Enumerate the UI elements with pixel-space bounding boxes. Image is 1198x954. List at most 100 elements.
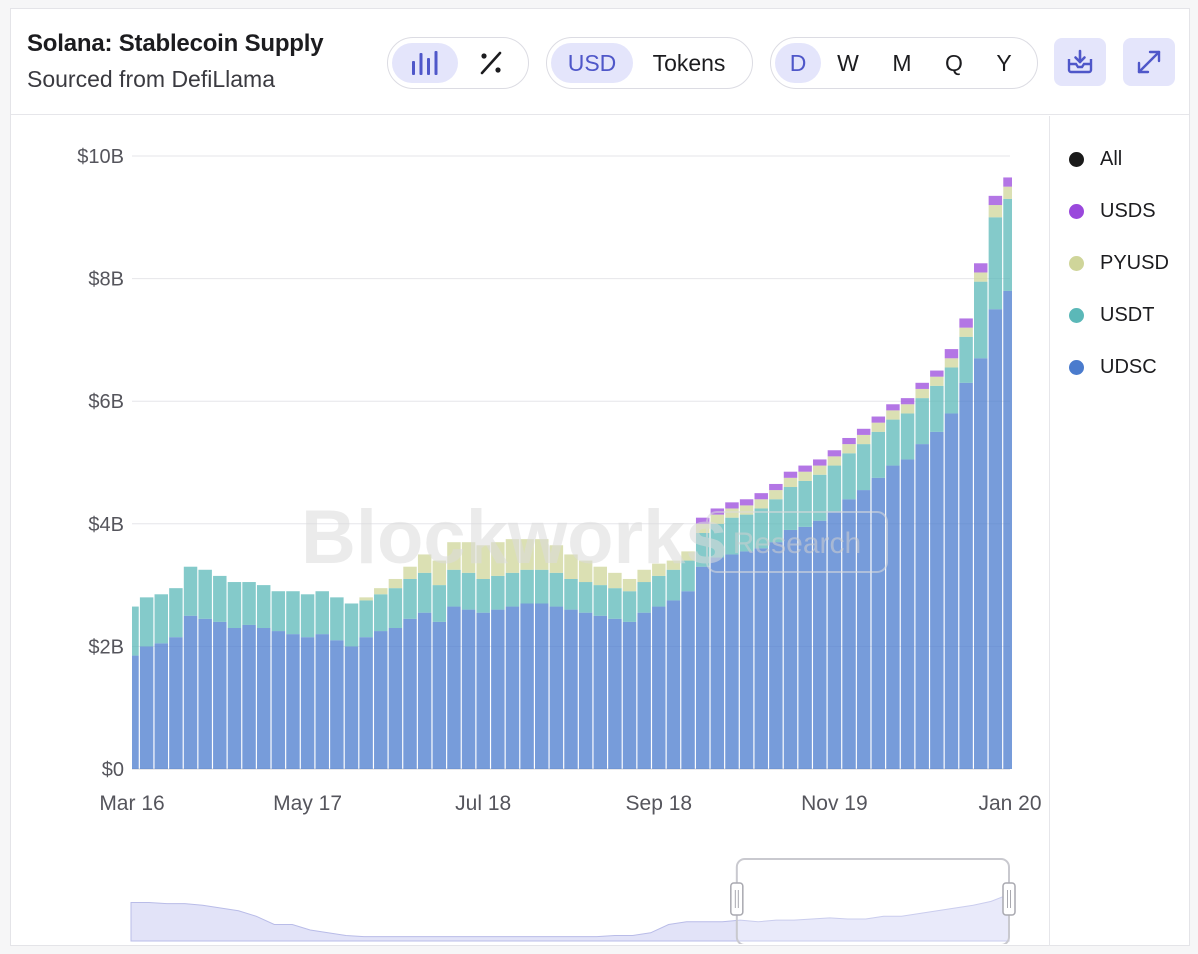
bar-stack[interactable] xyxy=(974,263,988,769)
unit-usd-button[interactable]: USD xyxy=(551,43,633,83)
bar-stack[interactable] xyxy=(930,370,944,769)
navigator-handle-right[interactable] xyxy=(1002,882,1016,916)
bar-stack[interactable] xyxy=(242,582,256,769)
bar-stack[interactable] xyxy=(915,382,929,769)
bar-stack[interactable] xyxy=(959,318,973,769)
legend-item-usds[interactable]: USDS xyxy=(1069,185,1169,237)
bar-segment-usdt xyxy=(535,569,549,604)
bar-segment-usdt xyxy=(417,572,432,613)
bar-stack[interactable] xyxy=(754,493,768,769)
bar-stack[interactable] xyxy=(256,585,271,769)
legend-item-usdt[interactable]: USDT xyxy=(1069,289,1169,341)
bar-stack[interactable] xyxy=(813,459,827,769)
bar-stack[interactable] xyxy=(549,545,564,769)
bar-stack[interactable] xyxy=(798,465,812,769)
bar-stack[interactable] xyxy=(725,502,739,769)
percent-button[interactable] xyxy=(458,43,524,83)
bar-stack[interactable] xyxy=(132,606,139,769)
bar-stack[interactable] xyxy=(827,450,842,769)
navigator-handle-left[interactable] xyxy=(730,882,744,916)
legend-item-all[interactable]: All xyxy=(1069,133,1169,185)
bar-segment-udsc xyxy=(754,548,768,769)
bar-stack[interactable] xyxy=(286,591,300,769)
bar-stack[interactable] xyxy=(681,551,695,769)
bar-stack[interactable] xyxy=(344,603,359,769)
bar-segment-udsc xyxy=(637,612,651,769)
bar-segment-udsc xyxy=(227,628,242,769)
bar-stack[interactable] xyxy=(359,597,373,769)
bar-stack[interactable] xyxy=(593,566,607,769)
bar-stack[interactable] xyxy=(652,563,666,769)
range-navigator[interactable] xyxy=(130,858,1016,944)
bar-stack[interactable] xyxy=(608,572,622,769)
bar-stack[interactable] xyxy=(871,416,886,769)
chart-title: Solana: Stablecoin Supply xyxy=(27,30,324,57)
bar-stack[interactable] xyxy=(491,542,505,769)
bar-stack[interactable] xyxy=(183,566,198,769)
bar-segment-pyusd xyxy=(930,376,944,386)
bar-stack[interactable] xyxy=(886,404,900,769)
bar-stack[interactable] xyxy=(330,597,344,769)
legend-item-pyusd[interactable]: PYUSD xyxy=(1069,237,1169,289)
legend-item-udsc[interactable]: UDSC xyxy=(1069,341,1169,393)
bar-stack[interactable] xyxy=(154,594,168,769)
bar-segment-usdt xyxy=(666,569,681,601)
bar-stack[interactable] xyxy=(432,560,447,769)
bar-segment-udsc xyxy=(783,529,798,769)
period-d-button[interactable]: D xyxy=(775,43,821,83)
period-y-button[interactable]: Y xyxy=(996,49,1012,76)
bar-stack[interactable] xyxy=(578,560,593,769)
bar-segment-usdt xyxy=(198,569,212,619)
bar-segment-usds xyxy=(930,370,944,377)
bar-stack[interactable] xyxy=(637,569,651,769)
bar-stack[interactable] xyxy=(198,569,212,769)
bar-stack[interactable] xyxy=(1003,177,1012,769)
bar-stack[interactable] xyxy=(622,578,637,769)
bar-stack[interactable] xyxy=(988,195,1003,769)
bar-stack[interactable] xyxy=(900,398,915,769)
bar-segment-usdt xyxy=(344,603,359,647)
bar-stack[interactable] xyxy=(769,483,783,769)
bar-stack[interactable] xyxy=(666,560,681,769)
bar-segment-udsc xyxy=(461,609,476,769)
bar-segment-usdt xyxy=(447,569,461,607)
bar-stack[interactable] xyxy=(461,542,476,769)
unit-tokens-button[interactable]: Tokens xyxy=(652,49,726,76)
bar-stack[interactable] xyxy=(139,597,154,769)
y-tick-label: $2B xyxy=(88,636,124,658)
bar-stack[interactable] xyxy=(739,499,754,769)
bar-stack[interactable] xyxy=(300,594,315,769)
bar-stack[interactable] xyxy=(417,554,432,769)
bar-stack[interactable] xyxy=(315,591,329,769)
bar-stack[interactable] xyxy=(535,539,549,769)
bar-segment-usdt xyxy=(842,453,856,500)
download-button[interactable] xyxy=(1054,38,1106,86)
bar-stack[interactable] xyxy=(213,575,227,769)
expand-button[interactable] xyxy=(1123,38,1175,86)
bar-stack[interactable] xyxy=(447,542,461,769)
bar-chart-button[interactable] xyxy=(392,43,458,83)
bar-stack[interactable] xyxy=(564,554,578,769)
bar-stack[interactable] xyxy=(842,437,856,769)
bar-segment-usdt xyxy=(564,578,578,610)
bar-segment-udsc xyxy=(564,609,578,769)
period-m-button[interactable]: M xyxy=(892,49,912,76)
bar-segment-pyusd xyxy=(944,358,959,368)
bar-stack[interactable] xyxy=(388,578,403,769)
bar-stack[interactable] xyxy=(520,539,534,769)
bar-stack[interactable] xyxy=(403,566,417,769)
period-w-button[interactable]: W xyxy=(837,49,859,76)
unit-toggle: USD Tokens xyxy=(546,37,753,89)
bar-stack[interactable] xyxy=(505,539,520,769)
bar-stack[interactable] xyxy=(476,545,490,769)
bar-stack[interactable] xyxy=(856,428,871,769)
navigator-window[interactable] xyxy=(735,858,1010,944)
period-q-button[interactable]: Q xyxy=(945,49,963,76)
bar-stack[interactable] xyxy=(783,471,798,769)
bar-stack[interactable] xyxy=(374,588,388,769)
bar-stack[interactable] xyxy=(169,588,183,769)
bar-stack[interactable] xyxy=(944,349,959,769)
bar-stack[interactable] xyxy=(227,582,242,769)
bar-stack[interactable] xyxy=(271,591,286,769)
bar-segment-usds xyxy=(886,404,900,411)
